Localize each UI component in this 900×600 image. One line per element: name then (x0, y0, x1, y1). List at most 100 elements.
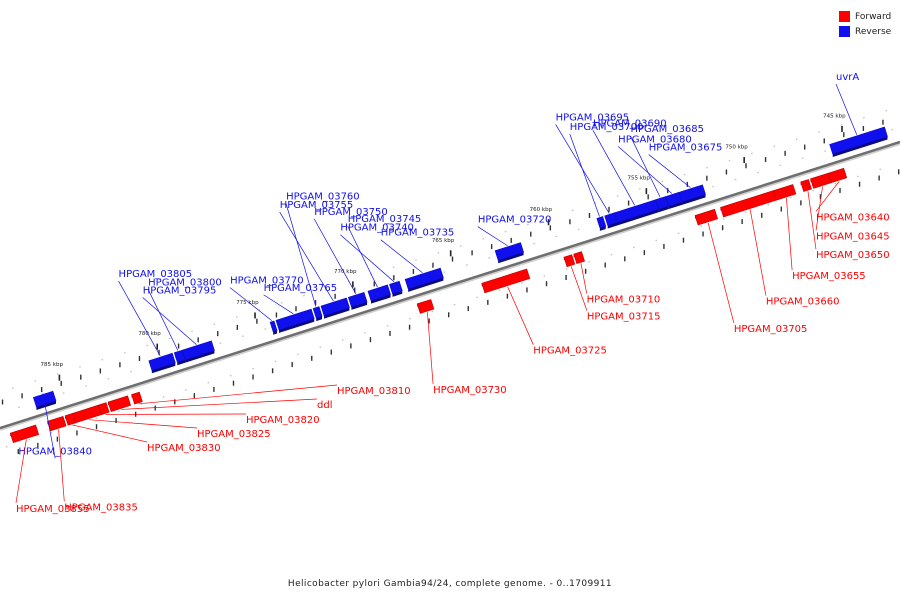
gene-label: HPGAM_03650 (816, 250, 890, 261)
gene-hpgam_03835[interactable] (47, 415, 67, 432)
gene-leader (786, 198, 793, 271)
gene-hpgam_03830[interactable] (64, 412, 77, 426)
kbp-label: 785 kbp (41, 362, 64, 368)
gene-hpgam_03730[interactable] (416, 299, 435, 314)
gene-side (370, 294, 391, 304)
legend-reverse-label: Reverse (855, 26, 892, 37)
gene-body (320, 297, 350, 316)
gene-label: HPGAM_03655 (792, 271, 866, 282)
gene-hpgam_03695[interactable] (604, 212, 618, 229)
gene-leader (477, 226, 508, 247)
gene-side (177, 359, 186, 366)
gene-hpgam_03770[interactable] (269, 320, 278, 335)
gene-hpgam_03710[interactable] (573, 251, 585, 264)
gene-hpgam_03810[interactable] (131, 391, 143, 405)
gene-side (185, 350, 215, 363)
gene-label: HPGAM_03810 (337, 386, 411, 397)
axis-shadow (0, 142, 900, 431)
gene-highlight (604, 212, 616, 218)
gene-highlight (812, 180, 832, 189)
gene-label: HPGAM_03660 (766, 297, 840, 308)
gene-highlight (348, 292, 365, 300)
gene-hpgam_03645[interactable] (810, 172, 832, 189)
gene-label: HPGAM_03840 (18, 446, 92, 457)
gene-body (367, 284, 391, 302)
gene-leader (749, 209, 767, 296)
genome-axis (0, 140, 900, 430)
forward-swatch (839, 11, 850, 22)
gene-label: HPGAM_03730 (433, 385, 507, 396)
gene-label: HPGAM_03835 (64, 502, 138, 513)
gene-label: HPGAM_03760 (286, 192, 360, 203)
gene-hpgam_03760[interactable] (312, 306, 323, 322)
gene-hpgam_03800[interactable] (173, 349, 186, 366)
gene-label: HPGAM_03770 (230, 276, 304, 287)
gene-ddl[interactable] (107, 395, 132, 412)
gene-highlight (12, 432, 39, 443)
gene-hpgam_03720[interactable] (494, 242, 524, 264)
gene-hpgam_03825[interactable] (72, 404, 102, 424)
gene-side (316, 316, 323, 322)
gene-hpgam_03805[interactable] (148, 352, 176, 374)
gene-uvra[interactable] (829, 126, 888, 157)
gene-hpgam_03855[interactable] (9, 424, 40, 444)
gene-label: HPGAM_03715 (587, 311, 661, 322)
kbp-label: 770 kbp (334, 269, 357, 275)
legend-forward: Forward (839, 9, 891, 24)
gene-leader (570, 266, 588, 311)
gene-hpgam_03735[interactable] (404, 267, 444, 292)
gene-label: HPGAM_03705 (734, 324, 808, 335)
legend-reverse: Reverse (839, 24, 891, 39)
gene-hpgam_03655[interactable] (772, 184, 797, 201)
gene-hpgam_03725[interactable] (481, 268, 531, 294)
gene-body (720, 190, 777, 218)
gene-label: HPGAM_03805 (119, 269, 193, 280)
gene-leader (580, 263, 588, 294)
gene-side (668, 201, 683, 210)
gene-hpgam_03685[interactable] (655, 196, 669, 213)
gene-leader (313, 218, 357, 295)
kbp-label: 775 kbp (236, 300, 259, 306)
gene-label: HPGAM_03820 (246, 415, 320, 426)
gene-label: HPGAM_03830 (147, 443, 221, 454)
gene-hpgam_03715[interactable] (563, 254, 576, 268)
gene-label: HPGAM_03765 (264, 283, 338, 294)
gene-hpgam_03840[interactable] (32, 390, 57, 410)
gene-leader (592, 130, 636, 206)
gene-label: HPGAM_03640 (816, 212, 890, 223)
gene-hpgam_03765[interactable] (275, 308, 315, 333)
guide-dots (0, 109, 890, 393)
gene-body (573, 251, 585, 264)
gene-highlight (75, 412, 102, 423)
gene-hpgam_03650[interactable] (800, 179, 812, 192)
gene-leader (815, 186, 823, 231)
kbp-label: 760 kbp (530, 207, 553, 213)
gene-hpgam_03755[interactable] (320, 297, 350, 319)
gene-side (36, 400, 56, 410)
gene-body (275, 308, 315, 331)
gene-leader (340, 234, 395, 283)
gene-body (829, 126, 888, 155)
gene-label: HPGAM_03855 (16, 504, 90, 515)
gene-highlight (495, 242, 522, 253)
gene-body (494, 242, 524, 261)
gene-hpgam_03705[interactable] (694, 208, 719, 226)
gene-hpgam_03745[interactable] (367, 284, 391, 304)
gene-highlight (614, 199, 657, 215)
gene-hpgam_03690[interactable] (614, 199, 659, 226)
gene-leader (347, 225, 378, 288)
gene-hpgam_03795[interactable] (181, 340, 215, 363)
gene-body (416, 299, 435, 314)
gene-hpgam_03700[interactable] (596, 216, 607, 231)
gene-body (107, 395, 132, 412)
gene-hpgam_03750[interactable] (347, 292, 368, 310)
gene-label: HPGAM_03800 (148, 277, 222, 288)
gene-hpgam_03740[interactable] (389, 280, 403, 297)
gene-hpgam_03675[interactable] (678, 184, 706, 205)
gene-side (599, 226, 606, 231)
gene-hpgam_03640[interactable] (827, 167, 848, 184)
gene-hpgam_03660[interactable] (720, 190, 777, 218)
gene-highlight (67, 420, 76, 426)
gene-highlight (655, 196, 666, 202)
